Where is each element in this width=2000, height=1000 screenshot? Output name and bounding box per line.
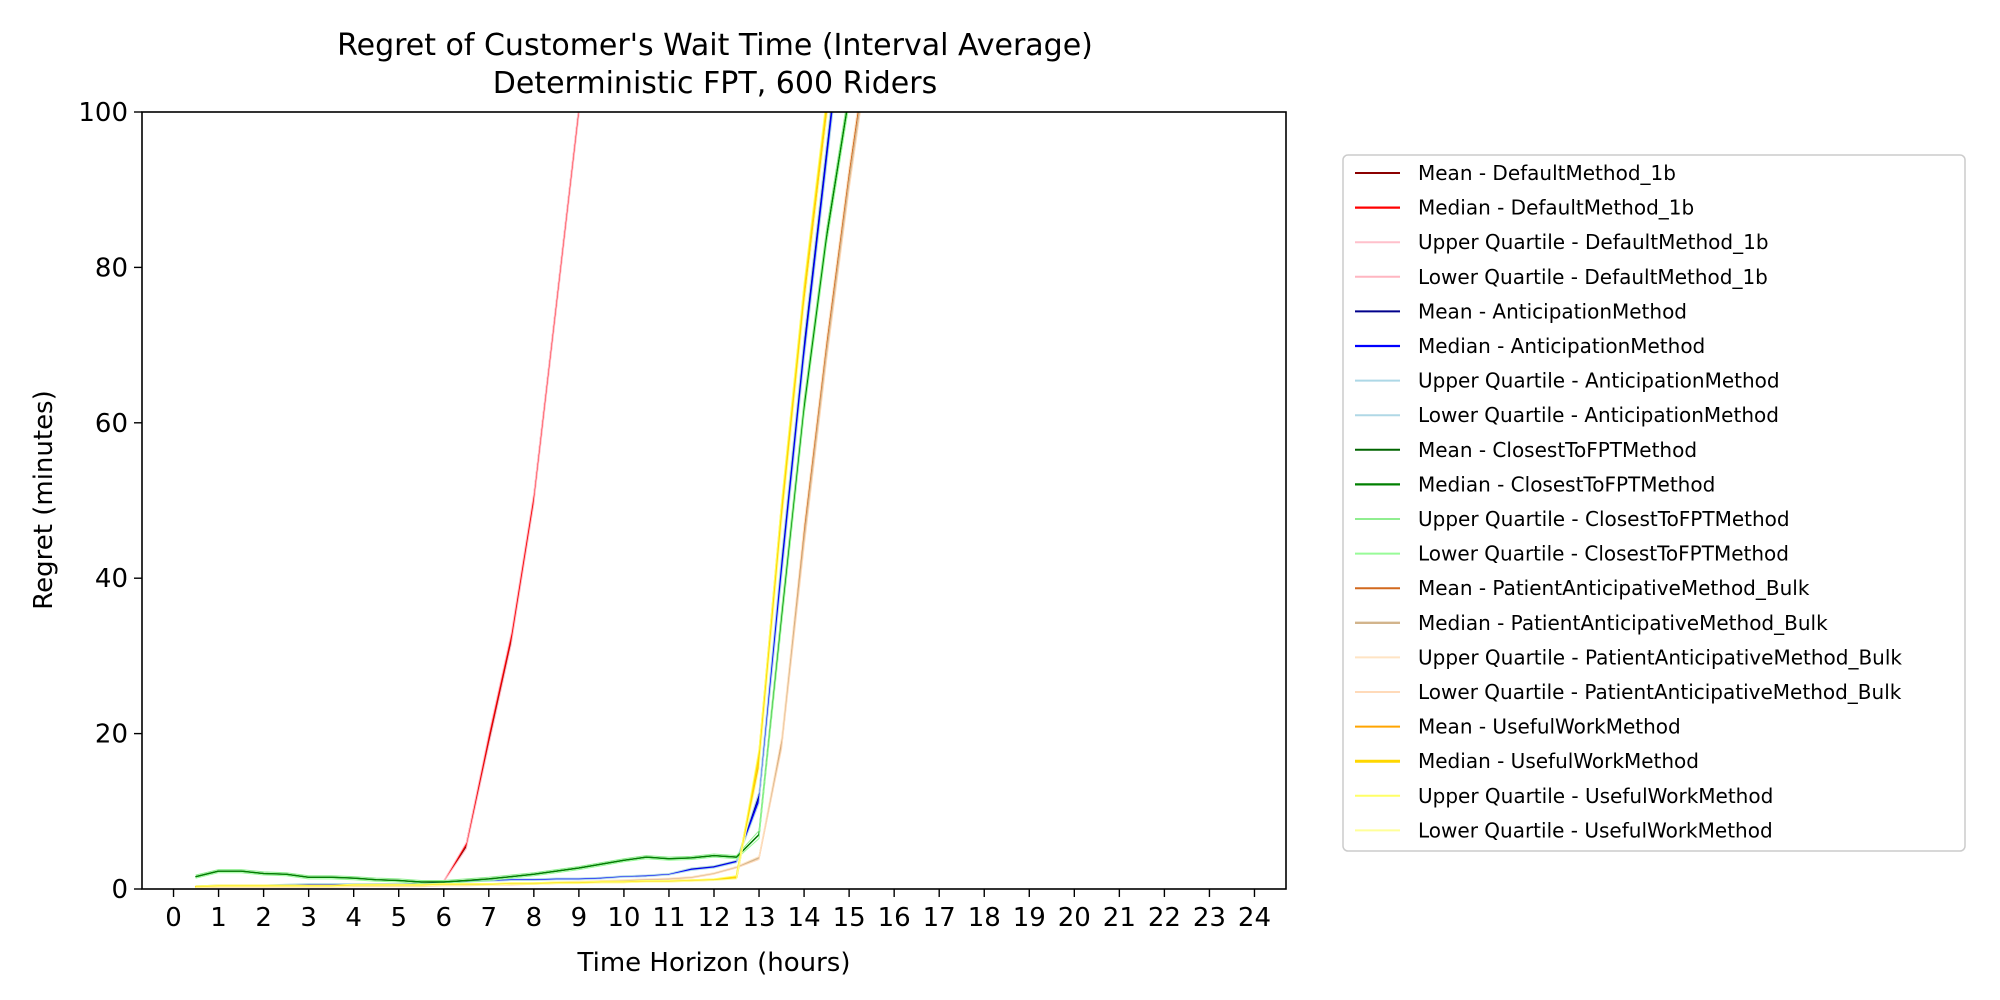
legend-entry: Mean - UsefulWorkMethod <box>1418 715 1681 739</box>
x-tick-label: 12 <box>697 903 730 933</box>
legend-entry: Upper Quartile - ClosestToFPTMethod <box>1418 507 1790 531</box>
x-tick-label: 21 <box>1103 903 1136 933</box>
legend-entry: Median - AnticipationMethod <box>1418 334 1705 358</box>
x-tick-label: 3 <box>300 903 317 933</box>
legend-entry: Upper Quartile - PatientAnticipativeMeth… <box>1418 645 1902 669</box>
legend-entry: Median - UsefulWorkMethod <box>1418 749 1699 773</box>
x-tick-label: 18 <box>968 903 1001 933</box>
legend-entry: Mean - PatientAnticipativeMethod_Bulk <box>1418 576 1810 600</box>
x-tick-label: 5 <box>390 903 407 933</box>
chart-title: Regret of Customer's Wait Time (Interval… <box>337 28 1093 63</box>
y-tick-label: 100 <box>78 98 128 128</box>
x-axis: 0 1 2 3 4 5 6 7 8 9 10 11 12 13 14 15 16 17 18 19 20 21 22 23 24 <box>165 889 1271 933</box>
series-line-3 <box>195 112 580 888</box>
legend-entry: Lower Quartile - PatientAnticipativeMeth… <box>1418 680 1902 704</box>
x-tick-label: 8 <box>526 903 543 933</box>
x-tick-label: 2 <box>255 903 272 933</box>
legend-entry: Mean - DefaultMethod_1b <box>1418 161 1676 185</box>
legend-entry: Lower Quartile - ClosestToFPTMethod <box>1418 542 1789 566</box>
legend-entry: Mean - ClosestToFPTMethod <box>1418 438 1697 462</box>
chart-subtitle: Deterministic FPT, 600 Riders <box>493 66 937 101</box>
x-tick-label: 6 <box>435 903 452 933</box>
x-tick-label: 24 <box>1238 903 1271 933</box>
series-layer <box>194 112 861 889</box>
series-line-17 <box>194 112 827 888</box>
x-tick-label: 14 <box>788 903 821 933</box>
legend: Mean - DefaultMethod_1b Median - DefaultM… <box>1342 154 1966 852</box>
x-axis-label: Time Horizon (hours) <box>577 948 851 978</box>
y-tick-label: 0 <box>111 875 128 905</box>
x-tick-label: 7 <box>481 903 498 933</box>
x-tick-label: 19 <box>1013 903 1046 933</box>
x-tick-label: 10 <box>607 903 640 933</box>
series-line-16 <box>195 112 828 888</box>
legend-frame <box>1342 154 1966 852</box>
legend-entry: Median - ClosestToFPTMethod <box>1418 472 1715 496</box>
legend-entry: Lower Quartile - UsefulWorkMethod <box>1418 818 1773 842</box>
legend-entry: Mean - AnticipationMethod <box>1418 299 1687 323</box>
x-tick-label: 17 <box>923 903 956 933</box>
y-tick-label: 80 <box>95 253 128 283</box>
y-axis: 0 20 40 60 80 100 <box>78 98 142 905</box>
x-tick-label: 16 <box>878 903 911 933</box>
x-tick-label: 23 <box>1193 903 1226 933</box>
series-line-18 <box>195 112 826 887</box>
x-tick-label: 15 <box>833 903 866 933</box>
series-line-5 <box>195 112 833 888</box>
legend-entry: Upper Quartile - AnticipationMethod <box>1418 369 1780 393</box>
legend-entry: Lower Quartile - DefaultMethod_1b <box>1418 265 1768 289</box>
y-tick-label: 60 <box>95 409 128 439</box>
series-line-8 <box>195 112 848 883</box>
x-tick-label: 13 <box>742 903 775 933</box>
series-line-4 <box>195 112 832 888</box>
series-line-10 <box>195 112 846 881</box>
x-tick-label: 1 <box>210 903 227 933</box>
x-tick-label: 11 <box>652 903 685 933</box>
y-tick-label: 20 <box>95 720 128 750</box>
y-tick-label: 40 <box>95 564 128 594</box>
x-tick-label: 4 <box>345 903 362 933</box>
x-tick-label: 0 <box>165 903 182 933</box>
series-line-6 <box>195 112 831 887</box>
legend-entry: Median - DefaultMethod_1b <box>1418 196 1694 220</box>
x-tick-label: 22 <box>1148 903 1181 933</box>
series-line-7 <box>195 112 834 888</box>
legend-entry: Upper Quartile - UsefulWorkMethod <box>1418 784 1773 808</box>
y-axis-label: Regret (minutes) <box>29 390 59 610</box>
x-tick-label: 9 <box>571 903 588 933</box>
legend-entry: Upper Quartile - DefaultMethod_1b <box>1418 230 1769 254</box>
legend-entry: Lower Quartile - AnticipationMethod <box>1418 403 1779 427</box>
plot-frame <box>141 111 1287 890</box>
legend-entry: Median - PatientAnticipativeMethod_Bulk <box>1418 611 1828 635</box>
series-line-9 <box>195 112 848 883</box>
series-line-19 <box>195 112 829 888</box>
series-line-11 <box>195 112 849 885</box>
x-tick-label: 20 <box>1058 903 1091 933</box>
